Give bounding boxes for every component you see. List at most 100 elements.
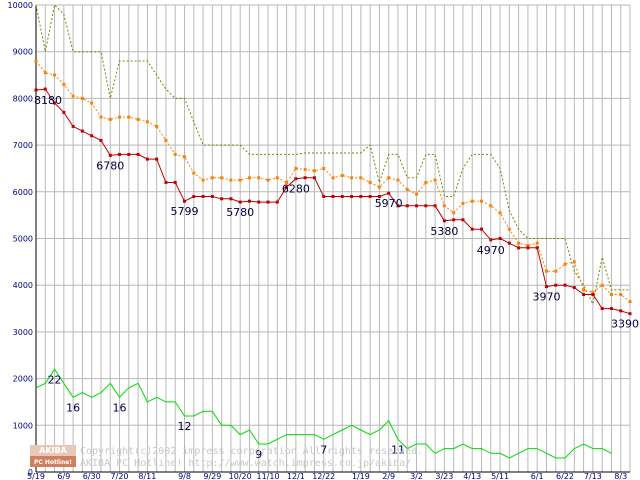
x-tick-label: 5/19 xyxy=(27,472,45,480)
data-point xyxy=(433,204,437,208)
data-point xyxy=(108,117,112,121)
data-point xyxy=(591,290,595,294)
data-point xyxy=(424,204,428,208)
data-point xyxy=(164,138,168,142)
data-point xyxy=(145,120,149,124)
x-tick-label: 3/2 xyxy=(410,472,423,480)
series-line-3 xyxy=(35,368,612,459)
data-point xyxy=(312,176,316,180)
data-point xyxy=(192,171,196,175)
data-point xyxy=(257,200,261,204)
data-point xyxy=(192,194,196,198)
data-point xyxy=(62,82,66,86)
x-tick-label: 11/10 xyxy=(257,472,280,480)
x-tick-label: 12/22 xyxy=(312,472,335,480)
data-point xyxy=(489,238,493,242)
x-tick-label: 6/9 xyxy=(57,472,70,480)
data-label: 11 xyxy=(391,443,405,456)
y-tick-label: 9000 xyxy=(13,48,33,57)
y-axis-tick-labels: 0 1000 2000 3000 4000 5000 6000 7000 8000 9000 100… xyxy=(8,1,33,477)
data-label: 16 xyxy=(66,401,80,414)
data-point xyxy=(275,200,279,204)
series-lines xyxy=(34,3,632,459)
x-axis-tick-labels: 5/19 6/9 6/30 7/20 8/11 9/8 9/29 10/20 11/10 12/1… xyxy=(27,472,627,480)
site-url-line: AKIBA PC Hotline! http://www.watch.impre… xyxy=(80,458,411,469)
data-point xyxy=(53,101,57,105)
data-point xyxy=(108,153,112,157)
y-tick-label: 2000 xyxy=(13,375,33,384)
data-point xyxy=(266,200,270,204)
data-point xyxy=(628,312,632,316)
data-point xyxy=(442,204,446,208)
y-tick-label: 7000 xyxy=(13,141,33,150)
data-label: 3390 xyxy=(611,318,639,331)
y-tick-label: 8000 xyxy=(13,94,33,103)
data-point xyxy=(285,180,289,184)
series-line-0 xyxy=(35,3,630,306)
data-point xyxy=(247,199,251,203)
x-tick-label: 4/13 xyxy=(463,472,481,480)
data-point xyxy=(563,262,567,266)
x-tick-label: 2/9 xyxy=(382,472,395,480)
data-point xyxy=(71,94,75,98)
data-point xyxy=(183,199,186,203)
data-point xyxy=(600,307,604,311)
data-point xyxy=(591,293,595,297)
data-point xyxy=(544,269,548,273)
x-tick-label: 8/3 xyxy=(614,472,627,480)
data-point xyxy=(377,185,381,189)
akiba-logo-bottom: PC Hotline! xyxy=(34,459,72,466)
data-label: 6780 xyxy=(96,159,124,172)
data-point xyxy=(535,246,539,250)
data-label: 6280 xyxy=(282,183,310,196)
data-point xyxy=(415,192,419,196)
y-tick-label: 4000 xyxy=(13,281,33,290)
data-point xyxy=(628,300,632,304)
data-label: 9 xyxy=(255,448,262,461)
data-point xyxy=(99,115,103,119)
x-tick-label: 7/13 xyxy=(584,472,602,480)
x-tick-label: 6/22 xyxy=(556,472,574,480)
data-point xyxy=(275,176,279,180)
data-labels: 8180 6780 5799 5780 6280 5970 5380 4970 3970 3390… xyxy=(34,94,639,461)
x-tick-label: 3/23 xyxy=(435,472,453,480)
data-point xyxy=(359,176,363,180)
data-point xyxy=(127,152,131,156)
data-point xyxy=(99,138,103,142)
x-tick-label: 7/20 xyxy=(111,472,129,480)
data-point xyxy=(303,176,307,180)
data-point xyxy=(452,211,456,215)
data-point xyxy=(619,309,623,313)
data-point xyxy=(173,180,177,184)
data-point xyxy=(350,194,354,198)
data-point xyxy=(415,204,419,208)
data-point xyxy=(294,177,298,181)
data-point xyxy=(526,244,530,248)
data-point xyxy=(118,152,122,156)
data-point xyxy=(331,176,335,180)
data-point xyxy=(90,101,94,105)
data-point xyxy=(582,293,586,297)
data-point xyxy=(609,293,613,297)
data-point xyxy=(517,241,521,245)
data-point xyxy=(609,307,613,311)
data-label: 7 xyxy=(320,443,327,456)
data-point xyxy=(387,176,391,180)
y-tick-label: 0 xyxy=(28,468,33,477)
data-label: 3970 xyxy=(532,291,560,304)
data-point xyxy=(155,157,159,161)
data-label: 12 xyxy=(178,420,192,433)
copyright-watermark: AKIBA PC Hotline! Copyright(c)2002 impre… xyxy=(30,445,423,469)
data-point xyxy=(563,283,567,287)
copyright-line: Copyright(c)2002 impress corporation All… xyxy=(80,446,423,457)
data-point xyxy=(210,194,214,198)
data-point xyxy=(489,204,493,208)
data-point xyxy=(247,176,251,180)
data-point xyxy=(201,194,205,198)
data-point xyxy=(600,283,604,287)
data-point xyxy=(480,199,483,203)
data-point xyxy=(526,246,530,250)
data-point xyxy=(312,169,316,173)
data-point xyxy=(238,178,242,182)
data-point xyxy=(368,194,372,198)
